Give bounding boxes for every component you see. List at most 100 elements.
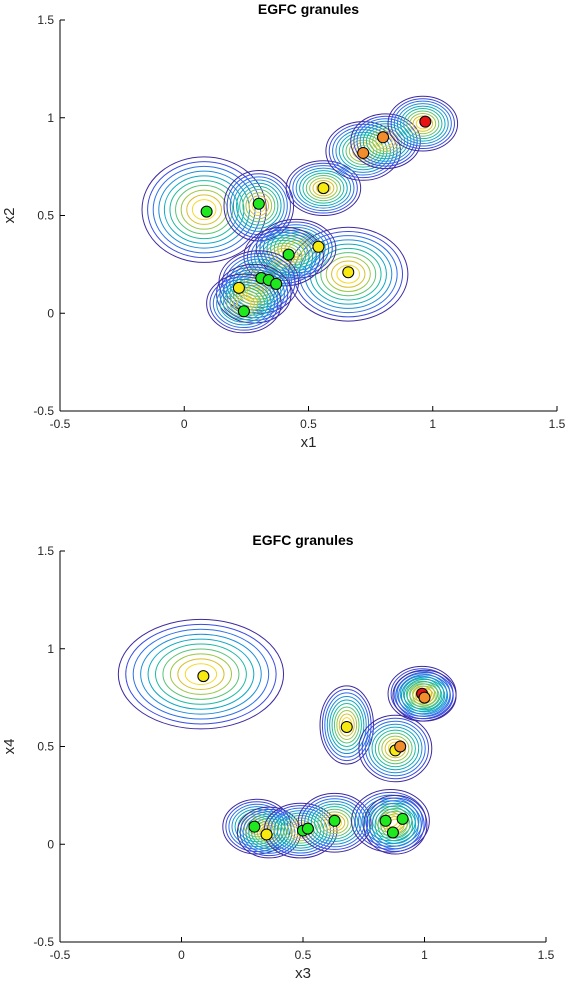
contour-ring <box>251 818 287 847</box>
contour-ring <box>320 252 377 297</box>
contour-ring <box>314 806 356 840</box>
contour-ring <box>378 732 413 765</box>
data-point <box>394 740 407 753</box>
contour-ring <box>323 814 346 832</box>
data-point <box>312 240 325 253</box>
data-point <box>379 814 392 827</box>
contour-ring <box>292 165 355 212</box>
contour-ring <box>398 674 451 718</box>
data-point <box>197 670 210 683</box>
x-tick-label: 1.5 <box>538 948 555 962</box>
contour-ring <box>302 172 345 204</box>
x-tick-label: -0.5 <box>50 948 71 962</box>
granule-contours <box>358 714 433 783</box>
chart-2: EGFC granules -0.5 0 0.5 1 1.5 -0.5 0 0.5 1 1.5 x3 x… <box>1 532 555 982</box>
contour-ring <box>225 255 292 309</box>
y-axis-label: x4 <box>1 739 18 755</box>
contour-ring <box>239 185 279 226</box>
y-tick-label: -0.5 <box>33 404 54 418</box>
contour-ring <box>312 179 335 197</box>
data-point <box>419 115 432 128</box>
y-tick-label: 1.5 <box>37 544 54 558</box>
contour-ring <box>368 800 422 850</box>
contour-ring <box>400 676 449 715</box>
contour-ring <box>392 669 457 722</box>
contour-ring <box>300 795 369 850</box>
contour-ring <box>336 710 358 740</box>
contour-ring <box>364 720 426 777</box>
contour-ring <box>400 105 446 142</box>
granule-contours <box>319 685 374 765</box>
y-tick-label: 0.5 <box>37 209 54 223</box>
data-point <box>252 197 265 210</box>
y-tick-label: 0 <box>47 306 54 320</box>
data-point <box>377 131 390 144</box>
x-tick-label: 1.5 <box>549 417 566 431</box>
contour-ring <box>351 789 430 853</box>
data-point <box>282 248 295 261</box>
granule-contours <box>206 273 282 334</box>
contour-ring <box>409 112 437 135</box>
contour-ring <box>406 681 443 711</box>
contour-ring <box>353 115 418 167</box>
y-tick-label: 0 <box>47 837 54 851</box>
contour-ring <box>403 108 443 140</box>
contour-ring <box>361 717 430 780</box>
data-point <box>418 691 431 704</box>
contour-ring <box>331 702 362 747</box>
contour-ring <box>169 653 233 695</box>
contour-ring <box>369 128 403 155</box>
y-tick-label: 0.5 <box>37 740 54 754</box>
contour-ring <box>304 239 393 309</box>
contour-ring <box>371 802 419 847</box>
contour-ring <box>377 808 414 842</box>
data-point <box>237 305 250 318</box>
contour-ring <box>285 160 362 217</box>
contour-ring <box>242 811 296 854</box>
data-point <box>270 277 283 290</box>
data-point <box>248 820 261 833</box>
contour-ring <box>206 273 282 334</box>
contour-ring <box>268 245 299 268</box>
contour-ring <box>405 680 439 707</box>
contour-ring <box>358 714 433 783</box>
contour-ring <box>331 260 366 288</box>
contour-ring <box>309 177 338 199</box>
contour-ring <box>175 184 234 235</box>
contour-ring <box>288 162 358 214</box>
contour-ring <box>184 663 218 686</box>
data-point <box>200 205 213 218</box>
contour-ring <box>402 678 442 710</box>
contour-ring <box>226 271 282 316</box>
contour-ring <box>329 699 365 751</box>
contour-ring <box>125 623 277 725</box>
data-point <box>317 182 330 195</box>
contour-ring <box>147 638 255 710</box>
contour-ring <box>381 735 410 762</box>
x-tick-label: 0 <box>178 948 185 962</box>
contour-ring <box>354 791 427 850</box>
contour-ring <box>412 685 437 706</box>
contour-ring <box>140 633 262 715</box>
contour-ring <box>387 95 459 152</box>
chart-title: EGFC granules <box>258 1 359 17</box>
contour-ring <box>246 229 321 284</box>
contour-ring <box>399 675 445 712</box>
contour-ring <box>371 726 420 771</box>
y-tick-label: -0.5 <box>33 935 54 949</box>
data-point <box>396 812 409 825</box>
data-point <box>260 828 273 841</box>
contour-ring <box>358 794 423 847</box>
y-axis-label: x2 <box>1 208 18 224</box>
chart-1: EGFC granules -0.5 0 0.5 1 1.5 -0.5 0 0.5 1 1.5 x1 x… <box>1 1 566 451</box>
y-tick-label: 1 <box>47 642 54 656</box>
contour-ring <box>236 182 282 229</box>
data-point <box>232 281 245 294</box>
contour-ring <box>216 281 272 326</box>
contour-ring <box>374 729 416 768</box>
x-tick-label: 0 <box>181 417 188 431</box>
data-point <box>328 814 341 827</box>
contour-ring <box>152 165 256 254</box>
contour-ring <box>248 195 270 217</box>
contour-ring <box>412 115 434 132</box>
